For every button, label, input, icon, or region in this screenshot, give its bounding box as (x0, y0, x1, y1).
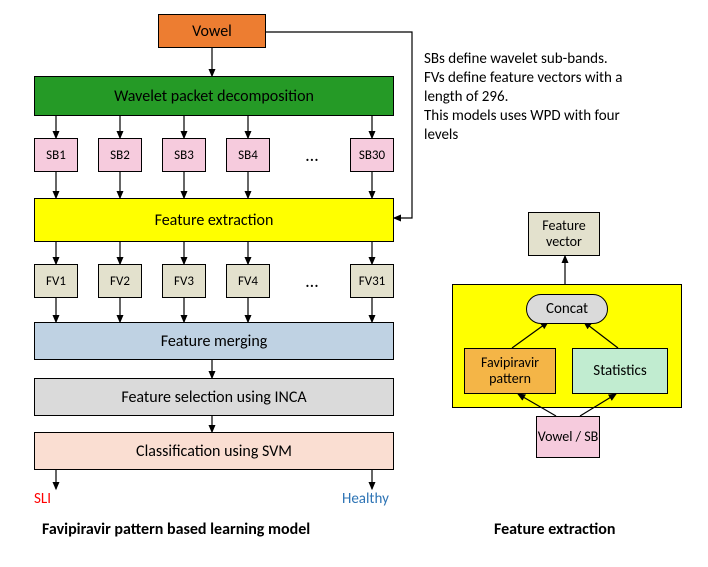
wpd-box: Wavelet packet decomposition (34, 76, 394, 116)
arrow (512, 322, 548, 348)
vowel-box: Vowel (158, 14, 266, 48)
favipiravir-pattern-box: Favipiravir pattern (464, 348, 556, 394)
description-text: SBs define wavelet sub-bands.FVs define … (424, 50, 623, 145)
fv-box-5: FV31 (350, 264, 394, 298)
fv-box-1: FV2 (98, 264, 142, 298)
fv-box-2: FV3 (162, 264, 206, 298)
sb-box-5: SB30 (350, 138, 394, 172)
sb-box-1: SB2 (98, 138, 142, 172)
fv-box-3: FV4 (226, 264, 270, 298)
healthy-label: Healthy (342, 490, 389, 508)
arrow (584, 322, 618, 348)
arrow (580, 394, 616, 416)
inca-box: Feature selection using INCA (34, 378, 394, 416)
concat-box: Concat (526, 294, 608, 324)
right-caption: Feature extraction (494, 520, 615, 539)
svm-box: Classification using SVM (34, 432, 394, 470)
sb-box-0: SB1 (34, 138, 78, 172)
sb-box-2: SB3 (162, 138, 206, 172)
statistics-box: Statistics (572, 348, 668, 394)
sb-box-4: … (290, 138, 334, 172)
sb-box-3: SB4 (226, 138, 270, 172)
feature-merging-box: Feature merging (34, 322, 394, 360)
sli-label: SLI (34, 490, 51, 508)
feature-vector-box: Feature vector (528, 212, 600, 256)
feature-extraction-box: Feature extraction (34, 198, 394, 242)
fv-box-0: FV1 (34, 264, 78, 298)
vowel-sb-box: Vowel / SB (536, 416, 600, 458)
fv-box-4: … (290, 264, 334, 298)
arrow (266, 32, 412, 218)
arrow (518, 394, 556, 416)
left-caption: Favipiravir pattern based learning model (42, 520, 310, 539)
